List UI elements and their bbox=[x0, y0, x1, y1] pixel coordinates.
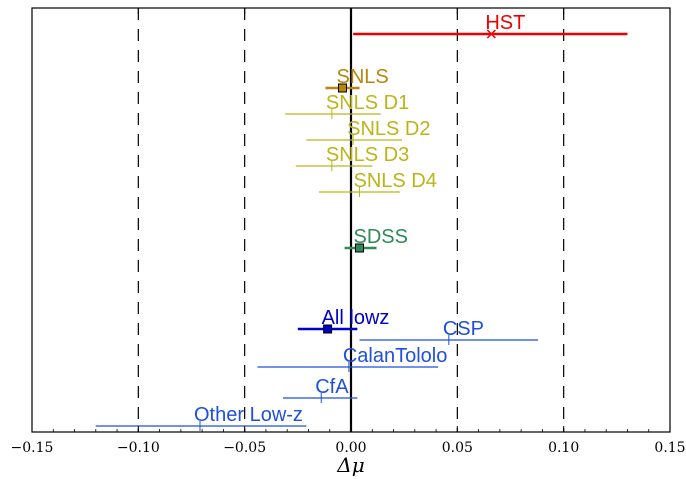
marker-x bbox=[486, 29, 496, 39]
data-point-sdss: SDSS bbox=[344, 226, 408, 253]
point-label: CalanTololo bbox=[343, 345, 448, 367]
data-point-other-low-z: Other Low-z bbox=[95, 404, 307, 431]
x-tick-label: 0.05 bbox=[442, 440, 473, 456]
point-label: CfA bbox=[315, 376, 349, 398]
data-point-hst: HST bbox=[353, 12, 628, 39]
x-tick-label: −0.10 bbox=[117, 440, 160, 456]
x-tick-label: −0.15 bbox=[11, 440, 54, 456]
data-point-snls-d1: SNLS D1 bbox=[285, 92, 409, 119]
point-label: SNLS D3 bbox=[326, 144, 409, 166]
data-point-csp: CSP bbox=[359, 318, 539, 345]
marker-square bbox=[355, 243, 365, 253]
point-label: SNLS D2 bbox=[347, 118, 430, 140]
data-point-cfa: CfA bbox=[282, 376, 358, 403]
data-point-snls-d2: SNLS D2 bbox=[306, 118, 431, 145]
data-point-snls: SNLS bbox=[325, 66, 389, 93]
data-point-calantololo: CalanTololo bbox=[257, 345, 447, 372]
data-point-all-lowz: All lowz bbox=[297, 307, 390, 334]
point-label: HST bbox=[485, 12, 525, 34]
data-points: HST SNLS SNLS D1 SNLS D2 SNLS D3 SNLS D4 SDSS A… bbox=[95, 12, 628, 431]
x-tick-label: 0.15 bbox=[654, 440, 685, 456]
marker-square bbox=[337, 83, 347, 93]
point-label: All lowz bbox=[322, 307, 390, 329]
marker-square bbox=[323, 324, 333, 334]
point-label: CSP bbox=[443, 318, 484, 340]
data-point-snls-d4: SNLS D4 bbox=[319, 170, 437, 197]
point-label: Other Low-z bbox=[194, 404, 303, 426]
data-point-snls-d3: SNLS D3 bbox=[295, 144, 409, 171]
x-axis-label: Δμ bbox=[336, 453, 364, 477]
x-axis-ticks: −0.15 −0.10 −0.05 0.00 0.05 0.10 0.15 bbox=[11, 8, 686, 456]
x-tick-label: 0.10 bbox=[548, 440, 579, 456]
point-label: SNLS D4 bbox=[354, 170, 437, 192]
x-tick-label: 0.00 bbox=[335, 440, 366, 456]
point-label: SNLS bbox=[336, 66, 388, 88]
x-tick-label: −0.05 bbox=[223, 440, 266, 456]
point-label: SNLS D1 bbox=[326, 92, 409, 114]
grid-lines bbox=[137, 8, 565, 432]
point-label: SDSS bbox=[354, 226, 408, 248]
